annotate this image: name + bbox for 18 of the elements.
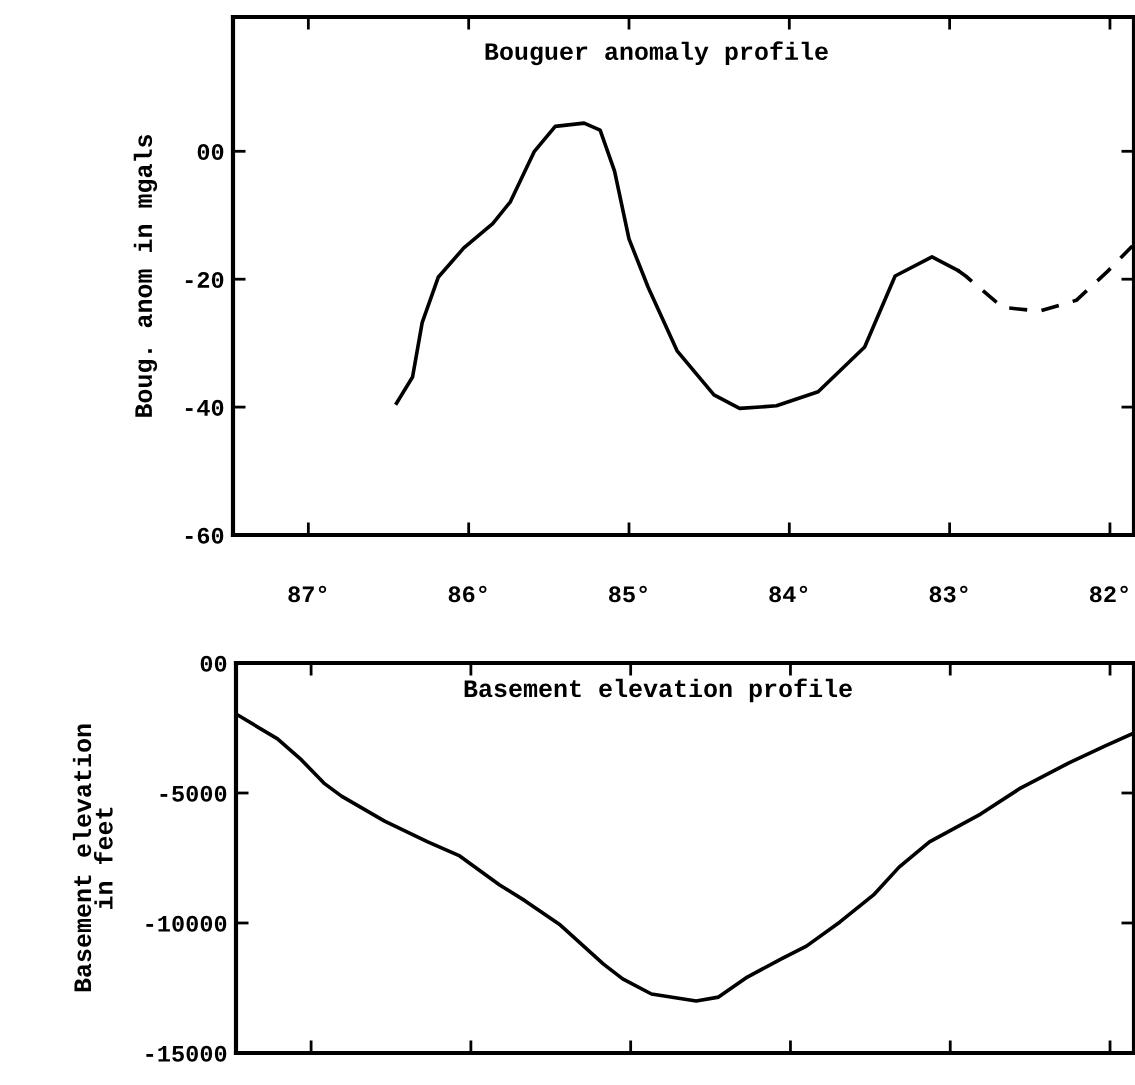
y-tick-label: -15000: [146, 1045, 227, 1062]
text: Basement elevation profile: [464, 678, 852, 703]
x-tick-label: 85°: [608, 585, 647, 603]
y-tick-label: 00: [197, 144, 224, 161]
x-tick-label: 83°: [929, 585, 968, 603]
y-tick-label: -5000: [160, 785, 227, 802]
y-tick-label: -10000: [146, 915, 227, 932]
y-tick-label: 00: [200, 655, 227, 672]
x-tick-label: 82°: [1089, 585, 1128, 603]
x-tick-label: 84°: [769, 585, 808, 603]
x-tick-label: 86°: [448, 585, 487, 603]
y-tick-label: -40: [185, 399, 224, 416]
y-axis-title: Boug. anom in mgals: [133, 135, 158, 417]
y-tick-label: -60: [185, 527, 224, 544]
y-tick-label: -20: [185, 271, 224, 288]
x-tick-label: 87°: [288, 585, 327, 603]
y-axis-title: Basement elevation in feet: [72, 724, 113, 992]
text: Bouguer anomaly profile: [485, 41, 828, 66]
